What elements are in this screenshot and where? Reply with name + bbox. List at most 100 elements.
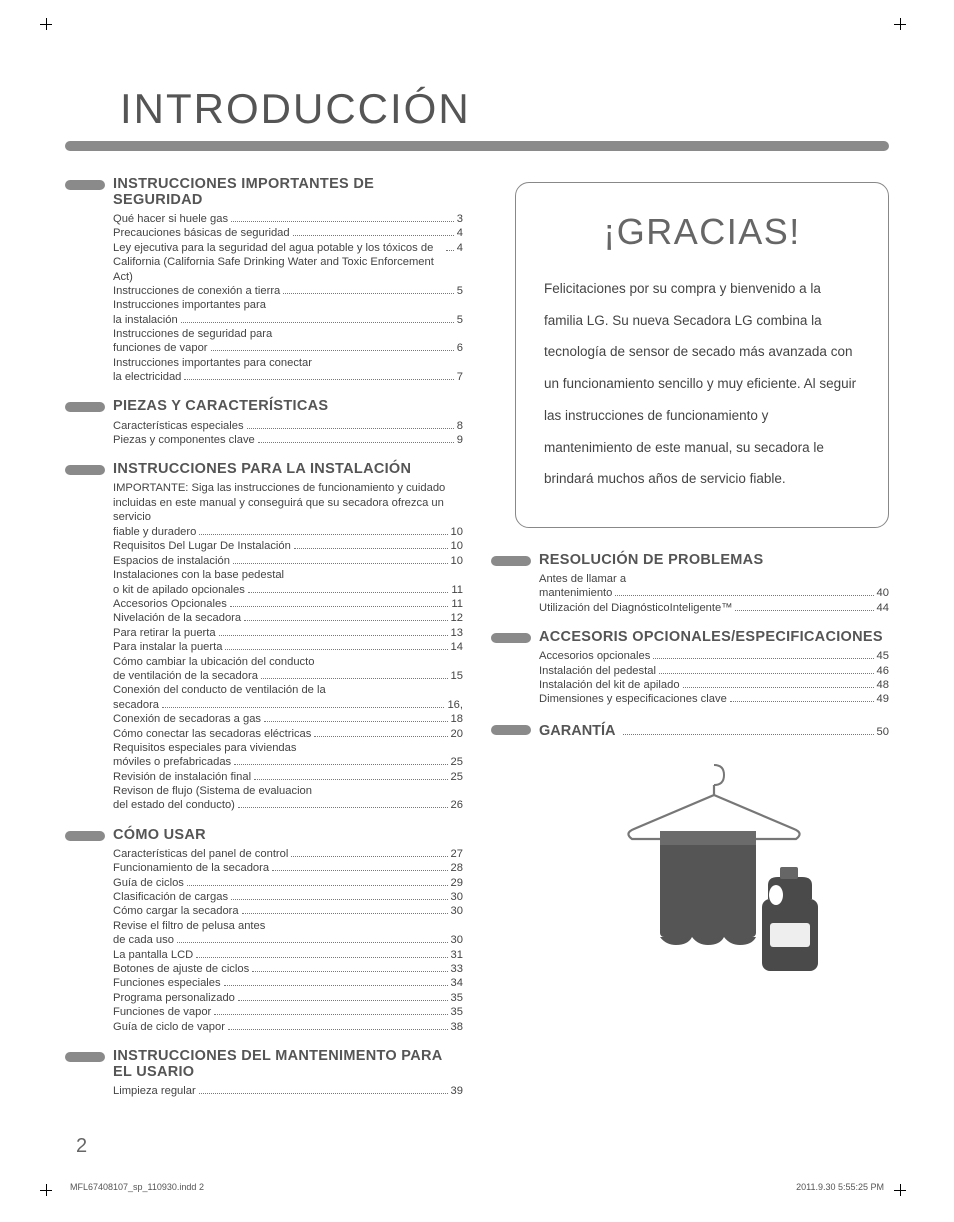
toc-label: mantenimiento: [539, 586, 612, 600]
toc-entry: La pantalla LCD31: [113, 947, 463, 961]
toc-entry: Funciones especiales 34: [113, 976, 463, 990]
toc-entry: fiable y duradero10: [113, 525, 463, 539]
toc-section: RESOLUCIÓN DE PROBLEMASAntes de llamar a…: [539, 552, 889, 615]
toc-leader: [272, 861, 447, 871]
toc-leader: [231, 212, 454, 222]
toc-entry: Revise el filtro de pelusa antes: [113, 919, 463, 933]
toc-page: 5: [457, 313, 463, 327]
toc-entry: Guía de ciclos29: [113, 876, 463, 890]
toc-label: Cómo cargar la secadora: [113, 904, 239, 918]
toc-section: INSTRUCCIONES PARA LA INSTALACIÓNIMPORTA…: [113, 461, 463, 812]
toc-entry: Instalación del pedestal46: [539, 664, 889, 678]
toc-page: 20: [451, 727, 463, 741]
toc-entry: Ley ejecutiva para la seguridad del agua…: [113, 241, 463, 284]
toc-page: 4: [457, 241, 463, 255]
toc-page: 18: [451, 712, 463, 726]
toc-page: 9: [457, 433, 463, 447]
toc-label: Funciones de vapor: [113, 1005, 211, 1019]
section-pill: [491, 556, 531, 566]
toc-leader: [623, 721, 874, 735]
toc-leader: [184, 370, 453, 380]
crop-mark: [40, 18, 60, 38]
toc-entry: Conexión del conducto de ventilación de …: [113, 683, 463, 697]
toc-entry: Requisitos especiales para viviendas: [113, 741, 463, 755]
toc-leader: [446, 241, 454, 251]
toc-entry: Revisión de instalación final25: [113, 770, 463, 784]
toc-leader: [242, 904, 448, 914]
section-garantia: GARANTÍA 50: [539, 721, 889, 739]
toc-label: móviles o prefabricadas: [113, 755, 231, 769]
toc-leader: [214, 1005, 447, 1015]
toc-leader: [248, 583, 449, 593]
toc-label: Funciones especiales: [113, 976, 221, 990]
crop-mark: [40, 1184, 60, 1204]
toc-leader: [252, 962, 447, 972]
toc-leader: [283, 284, 453, 294]
toc-label: Características del panel de control: [113, 847, 288, 861]
toc-entry: secadora16,: [113, 698, 463, 712]
toc-page: 45: [877, 649, 889, 663]
toc-leader: [231, 890, 448, 900]
toc-entry: Dimensiones y especificaciones clave 49: [539, 692, 889, 706]
toc-leader: [258, 433, 454, 443]
toc-entry: Antes de llamar a: [539, 572, 889, 586]
toc-section: INSTRUCCIONES DEL MANTENIMENTO PARA EL U…: [113, 1048, 463, 1098]
toc-leader: [244, 611, 447, 621]
toc-section: CÓMO USAR Características del panel de co…: [113, 827, 463, 1034]
toc-entry: Nivelación de la secadora 12: [113, 611, 463, 625]
toc-label: Botones de ajuste de ciclos: [113, 962, 249, 976]
thanks-body: Felicitaciones por su compra y bienvenid…: [544, 273, 860, 495]
toc-page: 34: [451, 976, 463, 990]
toc-entry: Características del panel de control27: [113, 847, 463, 861]
toc-label: Accesorios Opcionales: [113, 597, 227, 611]
toc-page: 12: [451, 611, 463, 625]
toc-leader: [294, 539, 448, 549]
toc-label: del estado del conducto): [113, 798, 235, 812]
toc-label: Para retirar la puerta: [113, 626, 216, 640]
toc-leader: [181, 313, 454, 323]
toc-page: 10: [451, 525, 463, 539]
toc-entry: Piezas y componentes clave9: [113, 433, 463, 447]
toc-section: INSTRUCCIONES IMPORTANTES DE SEGURIDADQu…: [113, 176, 463, 384]
footer-timestamp: 2011.9.30 5:55:25 PM: [796, 1182, 884, 1192]
toc-entry: la instalación5: [113, 313, 463, 327]
toc-entry: Instrucciones de conexión a tierra5: [113, 284, 463, 298]
toc-page: 49: [877, 692, 889, 706]
toc-leader: [177, 933, 448, 943]
toc-entry: Conexión de secadoras a gas18: [113, 712, 463, 726]
toc-page: 13: [451, 626, 463, 640]
toc-entry: Cómo cambiar la ubicación del conducto: [113, 655, 463, 669]
toc-entry: funciones de vapor6: [113, 341, 463, 355]
toc-leader: [225, 640, 447, 650]
section-pill: [491, 725, 531, 735]
toc-entry: Instrucciones importantes para conectar: [113, 356, 463, 370]
toc-page: 16,: [447, 698, 463, 712]
toc-entry: Accesorios opcionales45: [539, 649, 889, 663]
toc-entry: mantenimiento40: [539, 586, 889, 600]
toc-label: Nivelación de la secadora: [113, 611, 241, 625]
toc-label: Programa personalizado: [113, 991, 235, 1005]
toc-leader: [293, 226, 454, 236]
section-heading: ACCESORIS OPCIONALES/ESPECIFICACIONES: [539, 629, 883, 645]
toc-entry: Accesorios Opcionales11: [113, 597, 463, 611]
toc-page: 46: [877, 664, 889, 678]
toc-entry: o kit de apilado opcionales11: [113, 583, 463, 597]
section-heading: CÓMO USAR: [113, 827, 206, 843]
toc-entry: Instrucciones importantes para: [113, 298, 463, 312]
section-heading: INSTRUCCIONES PARA LA INSTALACIÓN: [113, 461, 411, 477]
toc-label: Espacios de instalación: [113, 554, 230, 568]
toc-label: funciones de vapor: [113, 341, 208, 355]
toc-label: Dimensiones y especificaciones clave: [539, 692, 727, 706]
toc-leader: [233, 554, 448, 564]
toc-entry: Instalaciones con la base pedestal: [113, 568, 463, 582]
toc-page: 14: [451, 640, 463, 654]
toc-entry: Clasificación de cargas30: [113, 890, 463, 904]
toc-page: 35: [451, 991, 463, 1005]
section-pill: [65, 831, 105, 841]
left-column: INSTRUCCIONES IMPORTANTES DE SEGURIDADQu…: [65, 176, 463, 1112]
toc-page: 26: [451, 798, 463, 812]
toc-label: Características especiales: [113, 419, 244, 433]
toc-leader: [199, 1084, 448, 1094]
toc-label: Precauciones básicas de seguridad: [113, 226, 290, 240]
toc-entry: Qué hacer si huele gas3: [113, 212, 463, 226]
